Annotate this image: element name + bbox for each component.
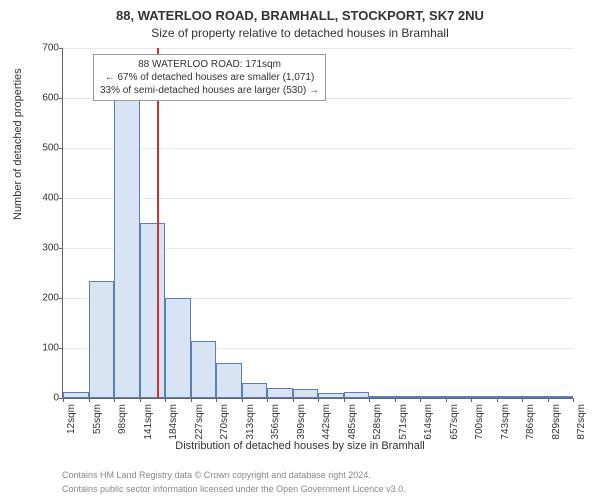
y-axis-label: Number of detached properties [12,68,24,220]
y-tick-label: 700 [42,43,63,54]
histogram-bar [267,388,293,398]
y-tick-label: 100 [42,343,63,354]
histogram-bar [420,396,446,398]
x-tick-label: 270sqm [219,404,230,440]
x-tick-label: 829sqm [551,404,562,440]
annotation-line-2: ← 67% of detached houses are smaller (1,… [100,71,319,84]
annotation-line-1: 88 WATERLOO ROAD: 171sqm [100,58,319,71]
x-tick-label: 141sqm [143,404,154,440]
annotation-box: 88 WATERLOO ROAD: 171sqm ← 67% of detach… [93,54,326,101]
x-tick-label: 356sqm [270,404,281,440]
x-tick-label: 571sqm [398,404,409,440]
histogram-bar [318,393,344,398]
x-tick-mark [293,398,294,402]
x-tick-mark [548,398,549,402]
y-tick-label: 0 [53,393,63,404]
x-tick-label: 227sqm [194,404,205,440]
chart-container: 88, WATERLOO ROAD, BRAMHALL, STOCKPORT, … [0,0,600,500]
x-tick-mark [497,398,498,402]
histogram-bar [344,392,370,398]
x-tick-mark [471,398,472,402]
x-tick-mark [216,398,217,402]
x-tick-mark [446,398,447,402]
y-tick-label: 400 [42,193,63,204]
title-sub: Size of property relative to detached ho… [0,26,600,40]
histogram-bar [446,396,472,398]
x-tick-mark [267,398,268,402]
y-tick-label: 300 [42,243,63,254]
x-tick-mark [318,398,319,402]
x-tick-label: 872sqm [576,404,587,440]
x-tick-label: 399sqm [296,404,307,440]
x-tick-mark [63,398,64,402]
x-tick-mark [522,398,523,402]
histogram-bar [522,396,548,398]
chart-plot-area: 010020030040050060070012sqm55sqm98sqm141… [62,48,573,399]
histogram-bar [395,396,421,398]
footer-licence: Contains public sector information licen… [62,484,406,494]
title-main: 88, WATERLOO ROAD, BRAMHALL, STOCKPORT, … [0,8,600,23]
x-tick-mark [114,398,115,402]
x-tick-label: 98sqm [117,404,128,434]
histogram-bar [216,363,242,398]
x-tick-label: 313sqm [245,404,256,440]
x-tick-label: 528sqm [372,404,383,440]
x-tick-label: 12sqm [66,404,77,434]
x-tick-mark [191,398,192,402]
x-tick-label: 743sqm [500,404,511,440]
histogram-bar [114,98,140,398]
y-tick-label: 600 [42,93,63,104]
x-tick-label: 485sqm [347,404,358,440]
x-tick-label: 442sqm [321,404,332,440]
x-tick-label: 657sqm [449,404,460,440]
x-tick-label: 184sqm [168,404,179,440]
histogram-bar [140,223,166,398]
y-tick-label: 500 [42,143,63,154]
x-tick-mark [573,398,574,402]
histogram-bar [63,392,89,398]
x-tick-mark [165,398,166,402]
gridline [63,48,573,49]
x-tick-mark [369,398,370,402]
histogram-bar [293,389,319,398]
histogram-bar [471,396,497,398]
annotation-line-3: 33% of semi-detached houses are larger (… [100,84,319,97]
histogram-bar [548,396,574,398]
x-axis-label: Distribution of detached houses by size … [0,440,600,452]
x-tick-mark [242,398,243,402]
x-tick-mark [89,398,90,402]
histogram-bar [165,298,191,398]
x-tick-mark [140,398,141,402]
x-tick-mark [344,398,345,402]
x-tick-label: 614sqm [423,404,434,440]
x-tick-mark [420,398,421,402]
histogram-bar [89,281,115,399]
x-tick-label: 786sqm [525,404,536,440]
gridline [63,148,573,149]
histogram-bar [369,396,395,399]
gridline [63,198,573,199]
x-tick-mark [395,398,396,402]
y-tick-label: 200 [42,293,63,304]
histogram-bar [242,383,268,398]
histogram-bar [497,396,523,398]
histogram-bar [191,341,217,399]
x-tick-label: 700sqm [474,404,485,440]
x-tick-label: 55sqm [92,404,103,434]
footer-copyright: Contains HM Land Registry data © Crown c… [62,470,371,480]
